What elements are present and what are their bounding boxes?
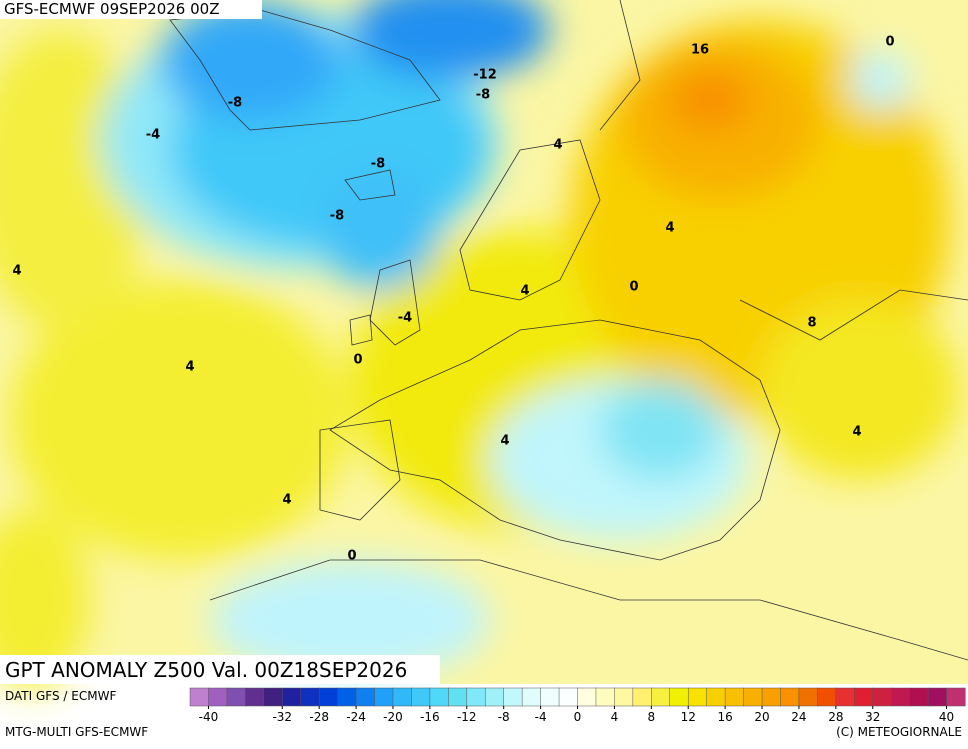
contour-label: 4	[553, 138, 562, 153]
colorbar-swatch	[817, 687, 837, 707]
colorbar-tick-label: -20	[383, 710, 403, 724]
contour-label: 4	[185, 360, 194, 375]
colorbar-swatch	[466, 687, 486, 707]
contour-label: -8	[476, 88, 490, 103]
contour-label: 8	[807, 316, 816, 331]
map-title: GPT ANOMALY Z500 Val. 00Z18SEP2026	[5, 658, 407, 682]
copyright: (C) METEOGIORNALE	[836, 725, 962, 739]
colorbar-swatch	[355, 687, 376, 707]
colorbar-swatch	[743, 687, 763, 707]
contour-label: 4	[520, 284, 529, 299]
colorbar-swatch	[226, 687, 246, 707]
colorbar-swatch	[835, 687, 855, 707]
colorbar-swatch	[411, 687, 431, 707]
colorbar-swatch	[632, 687, 652, 707]
colorbar-swatch	[189, 687, 210, 707]
colorbar-swatch	[392, 687, 412, 707]
source-label: DATI GFS / ECMWF	[5, 689, 116, 703]
colorbar-swatch	[927, 687, 948, 707]
contour-label: -12	[473, 68, 497, 83]
colorbar-swatch	[521, 687, 542, 707]
run-label: GFS-ECMWF 09SEP2026 00Z	[4, 0, 219, 18]
contour-labels: 0 16 -12 -8 -8 -4 -8 -8 4 4 4 4 0 -4 8 0…	[12, 35, 894, 564]
colorbar-swatch	[872, 687, 892, 707]
colorbar-swatch	[263, 687, 283, 707]
contour-label: -8	[228, 96, 242, 111]
contour-label: 0	[629, 280, 638, 295]
colorbar-swatch	[300, 687, 320, 707]
colorbar-swatch	[651, 687, 671, 707]
colorbar-tick-label: 28	[828, 710, 843, 724]
colorbar-swatch	[890, 687, 911, 707]
colorbar-swatch	[245, 687, 265, 707]
title-box	[0, 655, 440, 684]
anomaly-field	[0, 0, 968, 690]
colorbar-tick-label: 32	[865, 710, 880, 724]
colorbar-tick-label: 4	[611, 710, 619, 724]
colorbar-swatch	[558, 687, 579, 707]
contour-label: 0	[885, 35, 894, 50]
colorbar-tick-label: 16	[717, 710, 732, 724]
colorbar-tick-label: -16	[420, 710, 440, 724]
colorbar-tick-label: 12	[681, 710, 696, 724]
colorbar-tick-label: 8	[647, 710, 655, 724]
colorbar-swatch	[429, 687, 449, 707]
colorbar-swatch	[798, 687, 818, 707]
colorbar-swatch	[374, 687, 394, 707]
colorbar-tick-label: -40	[199, 710, 219, 724]
colorbar-tick-label: -28	[309, 710, 329, 724]
colorbar-swatch	[687, 687, 708, 707]
contour-label: 4	[12, 264, 21, 279]
contour-label: -4	[398, 311, 412, 326]
colorbar-swatch	[780, 687, 800, 707]
colorbar-swatch	[448, 687, 468, 707]
contour-label: 4	[665, 221, 674, 236]
header-box	[0, 0, 262, 19]
colorbar-swatch	[614, 687, 634, 707]
colorbar-tick-label: 20	[754, 710, 769, 724]
colorbar-swatch	[540, 687, 560, 707]
colorbar-swatch	[503, 687, 523, 707]
colorbar-swatch	[669, 687, 689, 707]
colorbar-swatch	[724, 687, 745, 707]
contour-label: -8	[371, 157, 385, 172]
colorbar-swatch	[706, 687, 726, 707]
contour-label: 4	[852, 425, 861, 440]
contour-label: -8	[330, 209, 344, 224]
colorbar-swatch	[761, 687, 782, 707]
contour-label: 4	[282, 493, 291, 508]
colorbar-tick-label: 0	[574, 710, 582, 724]
colorbar-swatch	[318, 687, 339, 707]
colorbar-swatch	[854, 687, 874, 707]
colorbar-tick-label: 40	[939, 710, 954, 724]
colorbar-swatch	[282, 687, 302, 707]
colorbar-swatch	[595, 687, 615, 707]
colorbar-swatch	[484, 687, 505, 707]
colorbar-swatch	[946, 687, 966, 707]
colorbar-swatch	[337, 687, 357, 707]
contour-label: 16	[691, 43, 709, 58]
contour-label: 4	[500, 434, 509, 449]
colorbar-tick-label: -8	[498, 710, 510, 724]
contour-label: 0	[353, 353, 362, 368]
colorbar-tick-label: -4	[535, 710, 547, 724]
contour-label: -4	[146, 128, 160, 143]
colorbar-tick-label: 24	[791, 710, 806, 724]
colorbar-swatch	[208, 687, 228, 707]
coastlines	[169, 0, 968, 661]
colorbar-tick-label: -12	[457, 710, 477, 724]
model-label: MTG-MULTI GFS-ECMWF	[5, 725, 148, 739]
colorbar: -40 -32 -28 -24 -20 -16 -12 -8 -4 0 4 8 12 16 20 24 28 32…	[189, 687, 966, 724]
colorbar-swatch	[909, 687, 929, 707]
colorbar-swatch	[577, 687, 597, 707]
contour-label: 0	[347, 549, 356, 564]
colorbar-tick-label: -24	[346, 710, 366, 724]
colorbar-tick-label: -32	[272, 710, 292, 724]
